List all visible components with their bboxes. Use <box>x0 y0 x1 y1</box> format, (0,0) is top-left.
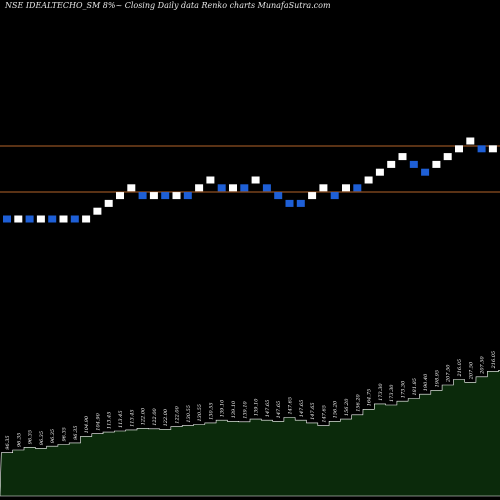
renko-brick-up <box>93 207 102 215</box>
renko-brick-down <box>183 192 192 200</box>
renko-brick-down <box>25 215 34 223</box>
renko-brick-up <box>149 192 158 200</box>
volume-price-label: 173.30 <box>389 384 395 402</box>
renko-brick-down <box>161 192 170 200</box>
renko-brick-up <box>82 215 91 223</box>
volume-price-label: 139.10 <box>254 398 260 416</box>
volume-price-label: 130.55 <box>197 404 203 422</box>
volume-price-label: 104.90 <box>95 412 101 430</box>
volume-price-label: 96.35 <box>50 429 56 443</box>
volume-price-label: 139.10 <box>231 400 237 418</box>
renko-brick-up <box>229 184 237 192</box>
renko-brick-up <box>455 145 463 153</box>
renko-brick-down <box>3 215 11 223</box>
volume-price-label: 190.40 <box>423 373 429 391</box>
renko-brick-down <box>353 184 362 192</box>
volume-price-label: 173.30 <box>378 383 384 401</box>
renko-brick-up <box>398 153 407 161</box>
renko-brick-down <box>70 215 79 223</box>
volume-price-label: 130.55 <box>208 402 214 420</box>
volume-price-label: 147.65 <box>265 400 271 418</box>
volume-price-label: 156.20 <box>355 393 361 411</box>
renko-brick-down <box>138 192 147 200</box>
volume-price-label: 122.00 <box>141 407 147 425</box>
volume-price-label: 156.20 <box>344 398 350 416</box>
renko-brick-up <box>488 145 497 153</box>
volume-price-label: 96.35 <box>28 430 34 444</box>
volume-price-label: 147.65 <box>276 401 282 419</box>
chart-title: NSE IDEALTECHO_SM 8%~ Closing Daily data… <box>5 1 331 10</box>
renko-brick-up <box>104 199 113 207</box>
renko-brick-up <box>251 176 260 184</box>
renko-brick-down <box>477 145 486 153</box>
renko-brick-up <box>14 215 23 223</box>
volume-price-label: 164.75 <box>367 389 373 407</box>
renko-brick-up <box>466 137 475 145</box>
volume-price-label: 122.00 <box>163 408 169 426</box>
volume-price-label: 173.30 <box>401 380 407 398</box>
renko-brick-up <box>308 192 317 200</box>
renko-brick-down <box>240 184 249 192</box>
renko-brick-down <box>262 184 271 192</box>
renko-brick-up <box>172 192 181 200</box>
renko-brick-up <box>127 184 136 192</box>
renko-brick-up <box>36 215 45 223</box>
volume-price-label: 122.00 <box>175 405 181 423</box>
volume-price-label: 139.10 <box>220 399 226 417</box>
volume-price-label: 147.65 <box>310 402 316 420</box>
volume-price-label: 198.95 <box>434 370 440 388</box>
renko-brick-up <box>443 153 452 161</box>
renko-brick-up <box>116 192 124 200</box>
volume-price-label: 96.35 <box>62 427 68 441</box>
volume-price-label: 122.00 <box>152 407 158 425</box>
volume-price-label: 156.20 <box>333 400 339 418</box>
renko-brick-up <box>319 184 328 192</box>
renko-brick-up <box>432 160 441 168</box>
renko-brick-up <box>342 184 350 192</box>
renko-brick-down <box>296 199 305 207</box>
renko-brick-up <box>206 176 215 184</box>
volume-price-label: 96.35 <box>73 426 79 440</box>
volume-price-label: 207.50 <box>446 364 452 383</box>
volume-price-label: 96.35 <box>16 433 22 447</box>
renko-brick-down <box>330 192 339 200</box>
volume-price-label: 104.90 <box>84 415 90 433</box>
volume-price-label: 147.65 <box>299 400 305 418</box>
renko-brick-up <box>375 168 384 176</box>
renko-brick-up <box>387 160 396 168</box>
volume-price-label: 130.55 <box>186 405 192 423</box>
volume-price-label: 147.65 <box>288 397 294 415</box>
volume-price-label: 181.85 <box>412 378 418 396</box>
renko-brick-up <box>364 176 373 184</box>
volume-price-label: 216.05 <box>491 351 497 370</box>
volume-price-label: 96.35 <box>39 431 45 445</box>
volume-price-label: 113.45 <box>107 412 113 430</box>
renko-brick-down <box>285 199 294 207</box>
volume-price-label: 113.45 <box>118 411 124 429</box>
renko-brick-down <box>48 215 57 223</box>
volume-price-label: 113.45 <box>129 409 135 427</box>
volume-price-label: 216.05 <box>457 359 463 378</box>
renko-brick-up <box>195 184 204 192</box>
volume-price-label: 207.50 <box>468 361 474 380</box>
volume-price-label: 207.50 <box>480 355 486 374</box>
renko-brick-down <box>274 192 283 200</box>
volume-price-label: 96.35 <box>5 435 11 449</box>
volume-area <box>0 370 500 497</box>
renko-brick-down <box>409 160 418 168</box>
renko-brick-down <box>421 168 430 176</box>
volume-price-label: 147.65 <box>321 405 327 423</box>
volume-price-label: 139.10 <box>242 400 248 418</box>
renko-brick-up <box>59 215 68 223</box>
renko-brick-down <box>217 184 226 192</box>
